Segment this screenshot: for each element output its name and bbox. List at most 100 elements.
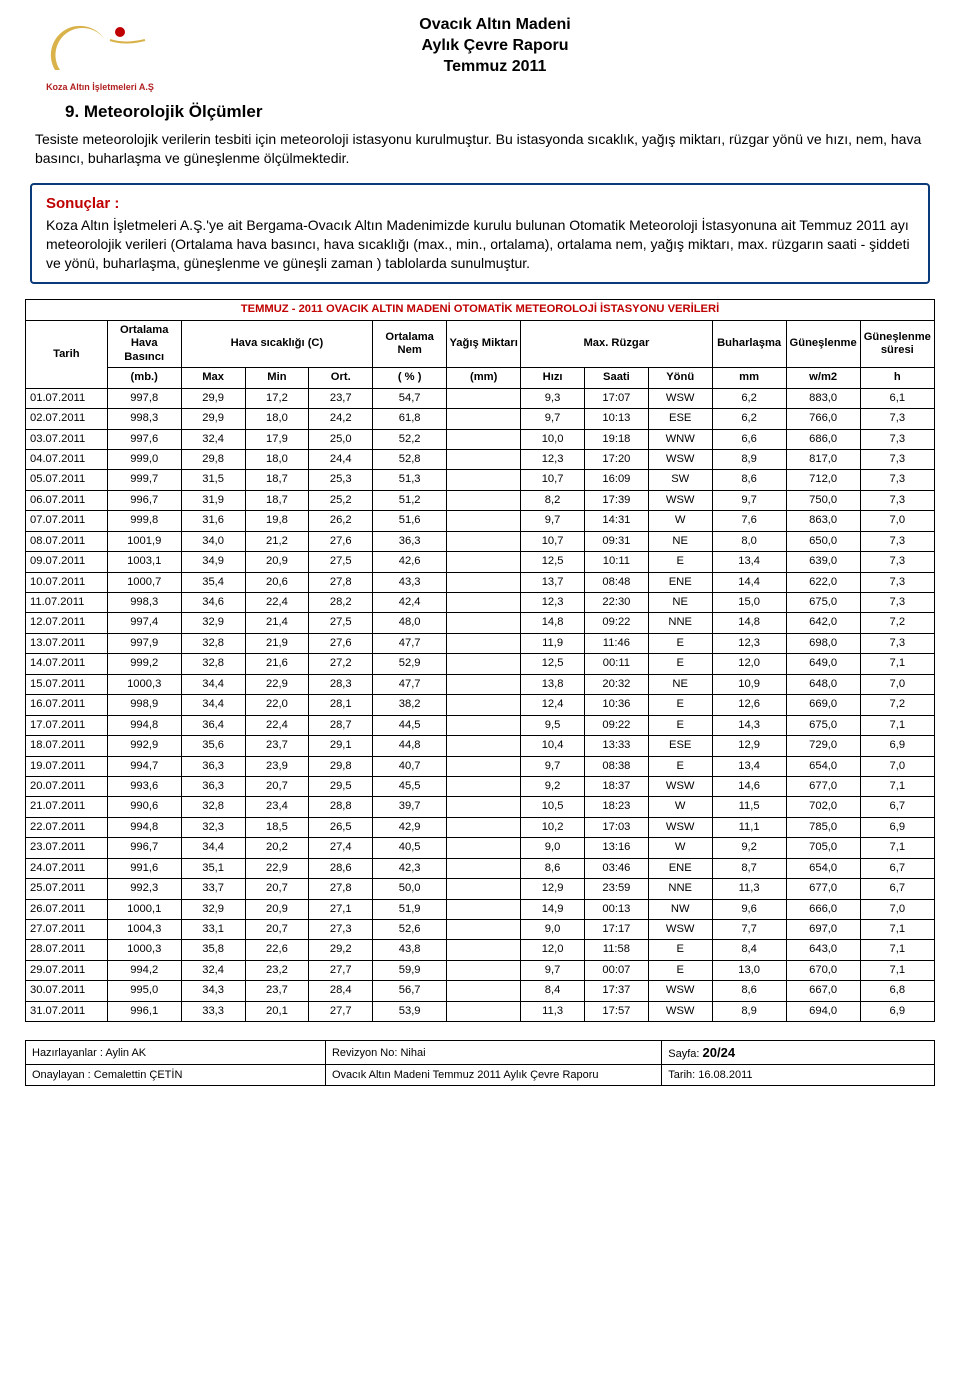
table-cell: 33,7	[181, 879, 245, 899]
table-cell: 27,4	[309, 838, 373, 858]
table-cell: 13,4	[712, 552, 786, 572]
table-cell: 7,3	[860, 470, 934, 490]
table-cell: 25,2	[309, 490, 373, 510]
title-line-2: Aylık Çevre Raporu	[175, 36, 815, 57]
table-cell: 27,8	[309, 879, 373, 899]
table-cell: 31.07.2011	[26, 1001, 108, 1021]
table-header-row-1: TarihOrtalama Hava BasıncıHava sıcaklığı…	[26, 320, 935, 367]
table-cell: 28,8	[309, 797, 373, 817]
table-cell: 40,7	[373, 756, 447, 776]
table-cell	[447, 531, 521, 551]
table-cell: 28,2	[309, 593, 373, 613]
table-cell: 654,0	[786, 858, 860, 878]
table-cell: 51,2	[373, 490, 447, 510]
table-cell	[447, 429, 521, 449]
table-cell: 7,0	[860, 899, 934, 919]
table-cell: 22,9	[245, 674, 309, 694]
table-header-cell: Güneşlenme	[786, 320, 860, 367]
table-cell: 00:11	[584, 654, 648, 674]
table-cell: 6,2	[712, 409, 786, 429]
table-cell: 7,3	[860, 429, 934, 449]
table-cell: 10,4	[521, 736, 585, 756]
header: Koza Altın İşletmeleri A.Ş Ovacık Altın …	[25, 15, 935, 92]
table-row: 14.07.2011999,232,821,627,252,912,500:11…	[26, 654, 935, 674]
table-cell: 998,3	[107, 409, 181, 429]
table-cell: 7,0	[860, 674, 934, 694]
table-cell: 7,3	[860, 531, 934, 551]
table-cell	[447, 776, 521, 796]
table-header-cell: h	[860, 368, 934, 388]
table-cell: 998,9	[107, 695, 181, 715]
table-cell: 9,3	[521, 388, 585, 408]
table-cell: 10,0	[521, 429, 585, 449]
table-cell: 705,0	[786, 838, 860, 858]
table-cell: 9,7	[712, 490, 786, 510]
table-cell: 45,5	[373, 776, 447, 796]
table-cell: 25,3	[309, 470, 373, 490]
table-cell: 18:23	[584, 797, 648, 817]
table-cell: 27,7	[309, 960, 373, 980]
table-cell: 29,8	[181, 449, 245, 469]
table-row: 13.07.2011997,932,821,927,647,711,911:46…	[26, 633, 935, 653]
table-row: 07.07.2011999,831,619,826,251,69,714:31W…	[26, 511, 935, 531]
table-cell: 9,7	[521, 409, 585, 429]
table-cell: 54,7	[373, 388, 447, 408]
table-cell: 15,0	[712, 593, 786, 613]
table-cell: 11:46	[584, 633, 648, 653]
table-cell: 28.07.2011	[26, 940, 108, 960]
table-cell: ENE	[648, 572, 712, 592]
table-cell: 712,0	[786, 470, 860, 490]
table-cell: 32,9	[181, 613, 245, 633]
table-row: 22.07.2011994,832,318,526,542,910,217:03…	[26, 817, 935, 837]
table-cell: 10:36	[584, 695, 648, 715]
table-cell: 19:18	[584, 429, 648, 449]
table-row: 01.07.2011997,829,917,223,754,79,317:07W…	[26, 388, 935, 408]
table-cell: 12,5	[521, 552, 585, 572]
table-header-cell: (mb.)	[107, 368, 181, 388]
table-cell: 16.07.2011	[26, 695, 108, 715]
table-cell: 14,4	[712, 572, 786, 592]
table-cell: 35,4	[181, 572, 245, 592]
footer-report-name: Ovacık Altın Madeni Temmuz 2011 Aylık Çe…	[325, 1065, 661, 1086]
table-cell: 6,8	[860, 981, 934, 1001]
table-cell: 9,6	[712, 899, 786, 919]
table-header-cell: Min	[245, 368, 309, 388]
table-cell: 23,7	[309, 388, 373, 408]
table-cell: 650,0	[786, 531, 860, 551]
table-cell: WSW	[648, 981, 712, 1001]
table-cell: 7,3	[860, 572, 934, 592]
table-header-cell: Hızı	[521, 368, 585, 388]
table-cell: 44,8	[373, 736, 447, 756]
table-cell: 27,5	[309, 613, 373, 633]
table-row: 18.07.2011992,935,623,729,144,810,413:33…	[26, 736, 935, 756]
table-cell: 12,9	[712, 736, 786, 756]
table-cell: 61,8	[373, 409, 447, 429]
table-cell: 29,5	[309, 776, 373, 796]
results-heading: Sonuçlar :	[46, 195, 914, 212]
table-cell: 32,8	[181, 633, 245, 653]
table-cell: ESE	[648, 736, 712, 756]
table-cell: 6,9	[860, 817, 934, 837]
table-cell: 993,6	[107, 776, 181, 796]
table-cell: 883,0	[786, 388, 860, 408]
table-cell: E	[648, 940, 712, 960]
table-cell: 20,2	[245, 838, 309, 858]
table-cell: 28,4	[309, 981, 373, 1001]
table-cell: 7,1	[860, 838, 934, 858]
table-cell: 8,0	[712, 531, 786, 551]
table-cell: 38,2	[373, 695, 447, 715]
table-cell	[447, 817, 521, 837]
table-cell: 12,3	[521, 593, 585, 613]
table-cell: 992,9	[107, 736, 181, 756]
table-cell: 9,0	[521, 920, 585, 940]
table-cell: NNE	[648, 613, 712, 633]
table-cell: 999,7	[107, 470, 181, 490]
table-cell: 998,3	[107, 593, 181, 613]
table-cell: 999,2	[107, 654, 181, 674]
table-cell	[447, 388, 521, 408]
table-cell: 22,9	[245, 858, 309, 878]
table-header-cell: w/m2	[786, 368, 860, 388]
table-cell: 43,3	[373, 572, 447, 592]
table-cell: 10,7	[521, 470, 585, 490]
table-cell: 9,5	[521, 715, 585, 735]
